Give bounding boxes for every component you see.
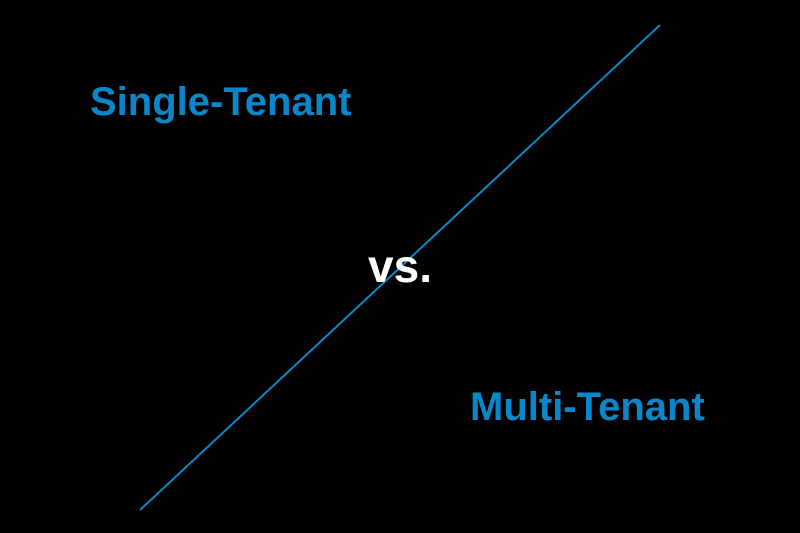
bottom-label: Multi-Tenant <box>470 385 705 430</box>
center-label: vs. <box>368 239 432 293</box>
top-label: Single-Tenant <box>90 80 351 125</box>
diagram-canvas: Single-Tenant vs. Multi-Tenant <box>0 0 800 533</box>
